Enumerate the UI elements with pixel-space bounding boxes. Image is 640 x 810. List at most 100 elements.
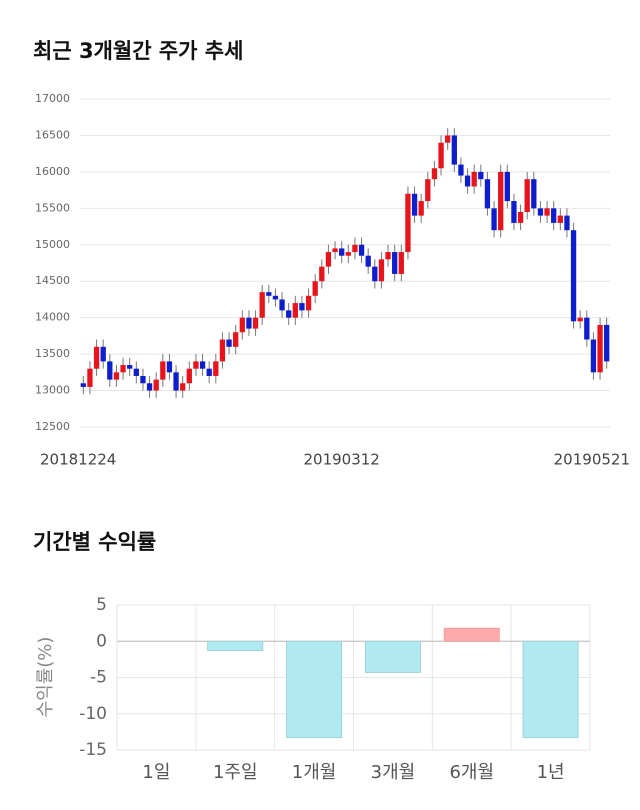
candle-body: [458, 164, 464, 176]
bar: [364, 640, 421, 673]
candle-body: [305, 295, 312, 311]
candle-body: [266, 292, 272, 296]
candle-body: [127, 365, 133, 369]
x-tick-label: 20190312: [304, 451, 380, 469]
candle-body: [385, 252, 391, 260]
candle-body: [577, 317, 583, 322]
candle-body: [405, 193, 411, 253]
candle-body: [557, 215, 563, 223]
candle-body: [345, 252, 351, 256]
candle-body: [279, 299, 285, 311]
candle-body: [392, 252, 398, 274]
candle-body: [312, 281, 318, 296]
candle-body: [272, 295, 279, 300]
candle-body: [491, 208, 497, 231]
candle-body: [180, 383, 186, 391]
y-axis-label: 수익률(%): [35, 637, 56, 718]
candle-body: [537, 208, 544, 216]
y-tick-label: 12500: [35, 420, 70, 433]
candle-body: [365, 255, 371, 267]
candle-body: [478, 171, 484, 180]
x-tick-label: 6개월: [449, 762, 494, 783]
x-tick-label: 20181224: [40, 451, 116, 469]
y-tick-label: 14000: [35, 311, 70, 324]
candle-body: [319, 266, 325, 282]
x-tick-label: 1주일: [213, 762, 258, 783]
candle-body: [524, 179, 530, 212]
candle-body: [584, 317, 590, 340]
y-tick-label: 17000: [35, 92, 70, 105]
candle-body: [206, 368, 212, 376]
candle-body: [471, 171, 477, 187]
candle-body: [259, 292, 265, 318]
candle-body: [219, 339, 226, 362]
candle-body: [425, 179, 431, 202]
candle-body: [325, 252, 332, 267]
candle-body: [292, 303, 298, 318]
candle-body: [544, 208, 550, 216]
candle-body: [93, 346, 100, 369]
candle-body: [80, 383, 86, 387]
candle-body: [226, 339, 232, 347]
y-tick-label: 13000: [35, 384, 70, 397]
bar: [522, 640, 579, 739]
candle-body: [193, 361, 199, 369]
candle-body: [570, 230, 577, 322]
x-tick-label: 1개월: [292, 762, 337, 783]
candle-body: [213, 361, 219, 376]
y-tick-label: -15: [79, 740, 107, 760]
candle-body: [431, 168, 438, 180]
candle-body: [339, 248, 345, 256]
bar: [443, 627, 500, 642]
y-tick-label: -10: [79, 704, 107, 724]
candle-body: [246, 317, 252, 329]
candle-body: [120, 365, 126, 373]
candle-body: [451, 135, 457, 165]
x-tick-label: 1년: [537, 762, 565, 783]
candle-body: [517, 211, 524, 223]
candle-body: [299, 303, 305, 311]
candle-body: [252, 317, 259, 329]
y-tick-label: -5: [90, 668, 107, 688]
candle-body: [504, 171, 510, 202]
y-tick-label: 5: [96, 595, 107, 615]
y-tick-label: 16500: [35, 128, 70, 141]
candle-body: [564, 215, 570, 231]
candle-body: [378, 259, 385, 282]
candle-body: [464, 175, 471, 187]
y-tick-label: 13500: [35, 347, 70, 360]
candle-body: [484, 179, 491, 209]
y-tick-label: 14500: [35, 274, 70, 287]
y-tick-label: 0: [96, 631, 107, 651]
candle-body: [604, 324, 610, 362]
candle-body: [551, 208, 557, 223]
candle-body: [332, 248, 338, 253]
bar: [207, 640, 264, 652]
candle-body: [239, 317, 245, 333]
candle-body: [107, 361, 113, 380]
candle-body: [140, 375, 146, 384]
candle-body: [146, 383, 153, 391]
y-tick-label: 16000: [35, 165, 70, 178]
candle-body: [411, 193, 418, 216]
candle-body: [233, 332, 239, 347]
y-tick-label: 15500: [35, 201, 70, 214]
chart-title: 기간별 수익률: [33, 530, 156, 554]
candle-body: [438, 142, 444, 169]
candle-body: [173, 372, 179, 391]
candle-body: [113, 372, 120, 380]
candle-body: [352, 244, 358, 253]
candle-body: [199, 361, 206, 369]
candle-body: [186, 368, 192, 384]
candle-body: [372, 266, 378, 282]
candle-body: [398, 252, 404, 274]
candle-body: [498, 171, 504, 231]
candle-body: [133, 368, 139, 376]
candle-body: [153, 379, 159, 391]
candle-body: [87, 368, 93, 387]
y-tick-label: 15000: [35, 238, 70, 251]
candle-body: [445, 135, 451, 143]
x-tick-label: 20190521: [554, 451, 630, 469]
candle-body: [286, 310, 292, 318]
